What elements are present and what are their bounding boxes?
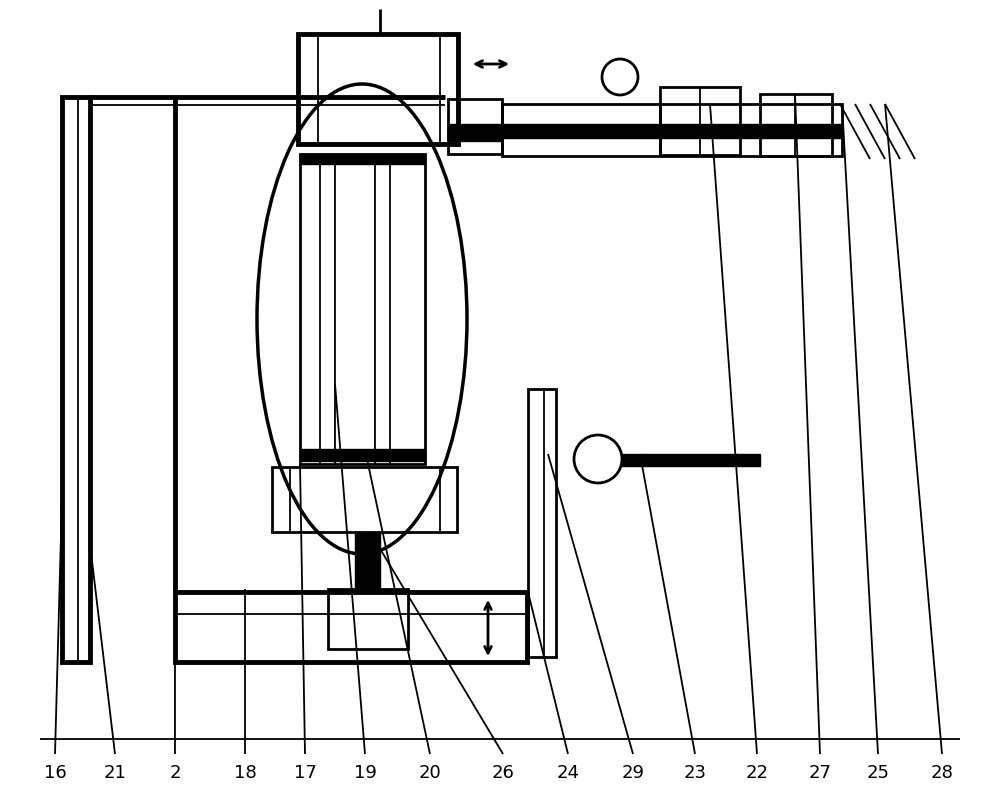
- Text: 16: 16: [44, 763, 66, 781]
- Bar: [300, 449, 425, 461]
- Bar: [298, 35, 458, 145]
- Text: 29: 29: [622, 763, 644, 781]
- Text: 20: 20: [419, 763, 441, 781]
- Bar: [355, 533, 380, 589]
- Text: 26: 26: [492, 763, 514, 781]
- Bar: [660, 88, 740, 156]
- Bar: [622, 455, 760, 467]
- Bar: [175, 592, 527, 662]
- Bar: [328, 589, 408, 649]
- Text: 17: 17: [294, 763, 316, 781]
- Bar: [760, 95, 832, 157]
- Bar: [448, 125, 502, 139]
- Bar: [272, 468, 457, 533]
- Bar: [528, 390, 556, 657]
- Bar: [448, 128, 502, 142]
- Text: 25: 25: [866, 763, 890, 781]
- Text: 28: 28: [931, 763, 953, 781]
- Text: 24: 24: [556, 763, 580, 781]
- Bar: [502, 125, 842, 139]
- Bar: [300, 155, 425, 464]
- Bar: [448, 100, 502, 155]
- Bar: [62, 98, 90, 662]
- Text: 22: 22: [746, 763, 768, 781]
- Text: 21: 21: [104, 763, 126, 781]
- Text: 19: 19: [354, 763, 376, 781]
- Text: 18: 18: [234, 763, 256, 781]
- Text: 23: 23: [684, 763, 706, 781]
- Bar: [502, 105, 842, 157]
- Text: 27: 27: [808, 763, 832, 781]
- Bar: [300, 155, 425, 164]
- Text: 2: 2: [169, 763, 181, 781]
